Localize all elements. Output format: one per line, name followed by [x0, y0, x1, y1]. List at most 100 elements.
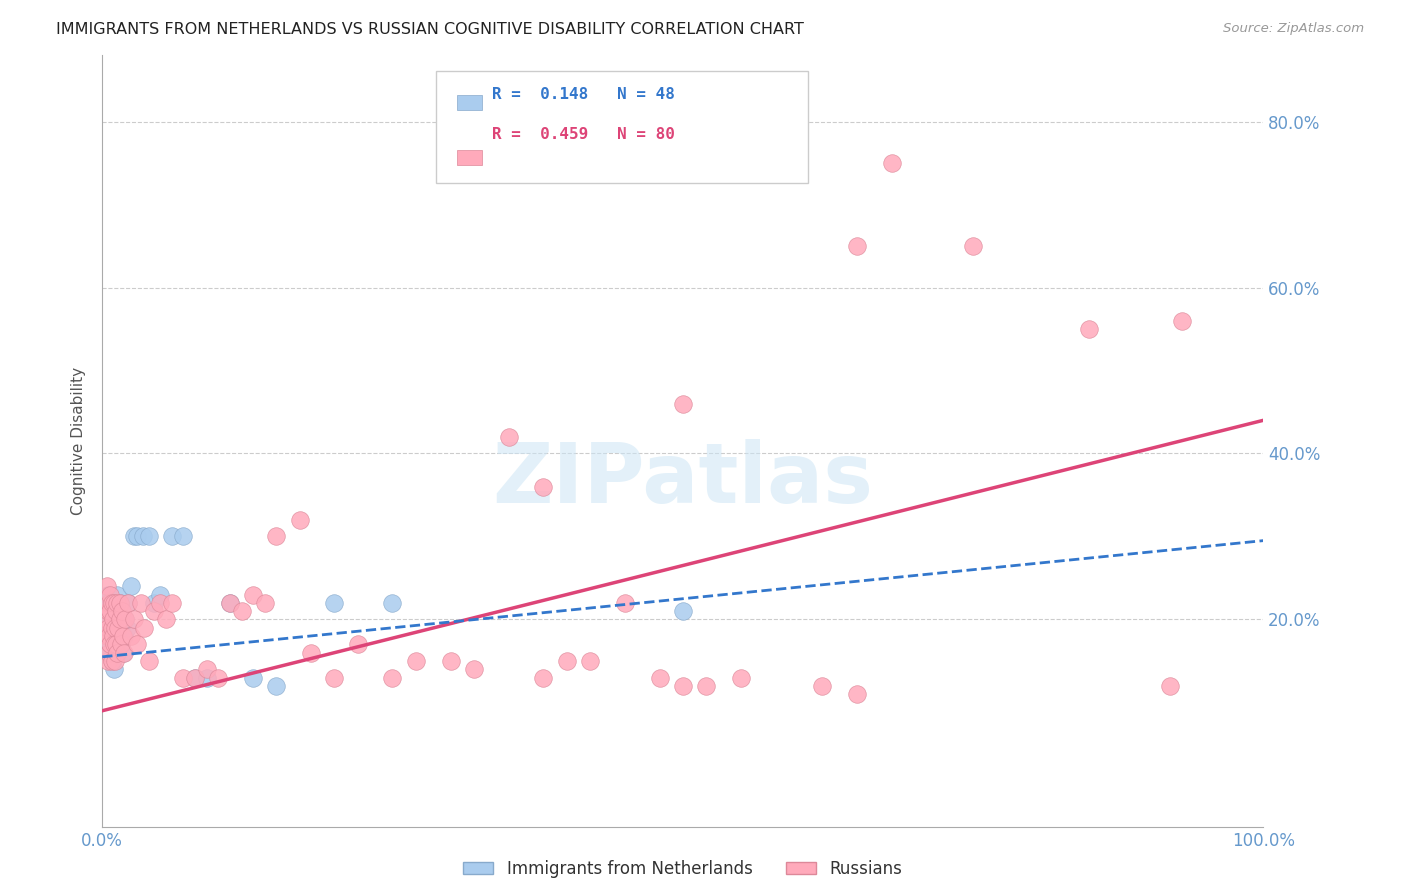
Point [97, 621, 120, 635]
Point [149, 596, 172, 610]
Point [98, 637, 121, 651]
Point [108, 612, 131, 626]
Point [207, 671, 229, 685]
Point [112, 629, 135, 643]
Point [184, 671, 207, 685]
Point [105, 588, 128, 602]
Point [648, 671, 671, 685]
Point [96, 629, 118, 643]
Point [105, 596, 128, 610]
Point [100, 596, 122, 610]
Point [405, 654, 427, 668]
Point [98, 588, 121, 602]
Point [98, 604, 121, 618]
Text: R =  0.148   N = 48: R = 0.148 N = 48 [492, 87, 675, 102]
Point [100, 596, 122, 610]
Point [132, 529, 155, 543]
Point [533, 671, 555, 685]
Point [100, 654, 122, 668]
Point [288, 513, 311, 527]
Point [114, 612, 136, 626]
Point [173, 529, 195, 543]
Point [101, 612, 124, 626]
Point [672, 397, 695, 411]
Point [120, 629, 142, 643]
Point [105, 604, 128, 618]
Text: Source: ZipAtlas.com: Source: ZipAtlas.com [1223, 22, 1364, 36]
Point [138, 654, 160, 668]
Point [695, 679, 717, 693]
Point [94, 612, 117, 626]
Point [108, 612, 131, 626]
Point [195, 671, 218, 685]
Text: R =  0.459   N = 80: R = 0.459 N = 80 [492, 127, 675, 142]
Point [143, 604, 166, 618]
Point [173, 671, 195, 685]
Point [98, 646, 121, 660]
Point [242, 588, 264, 602]
Point [299, 646, 322, 660]
Point [184, 671, 207, 685]
Point [112, 646, 135, 660]
Point [100, 621, 122, 635]
Point [105, 621, 128, 635]
Point [346, 637, 368, 651]
Point [160, 596, 183, 610]
Point [108, 596, 131, 610]
Point [105, 604, 128, 618]
Point [97, 629, 120, 643]
Point [103, 662, 125, 676]
Point [323, 596, 346, 610]
Point [122, 612, 145, 626]
Point [125, 529, 148, 543]
Point [1171, 314, 1194, 328]
Point [381, 671, 404, 685]
Point [242, 671, 264, 685]
Point [195, 662, 218, 676]
Point [730, 671, 752, 685]
Point [138, 529, 160, 543]
Point [672, 604, 695, 618]
Point [117, 596, 139, 610]
Point [219, 596, 242, 610]
Point [110, 637, 132, 651]
Point [219, 596, 242, 610]
Point [112, 646, 135, 660]
Point [672, 679, 695, 693]
Text: ZIPatlas: ZIPatlas [492, 439, 873, 520]
Point [101, 612, 124, 626]
Point [498, 430, 520, 444]
Point [105, 646, 128, 660]
Point [97, 604, 120, 618]
Point [110, 637, 132, 651]
Point [160, 529, 183, 543]
Point [105, 637, 128, 651]
Point [111, 604, 134, 618]
Point [1078, 322, 1101, 336]
Point [253, 596, 276, 610]
Point [103, 596, 125, 610]
Point [98, 646, 121, 660]
Point [107, 629, 129, 643]
Point [110, 621, 132, 635]
Point [266, 529, 288, 543]
Point [94, 612, 117, 626]
Point [100, 654, 122, 668]
Point [101, 629, 124, 643]
Point [149, 588, 172, 602]
Point [231, 604, 253, 618]
Point [98, 637, 121, 651]
Point [98, 596, 121, 610]
Point [104, 621, 127, 635]
Point [555, 654, 578, 668]
Point [266, 679, 288, 693]
Point [143, 596, 166, 610]
Point [103, 621, 125, 635]
Y-axis label: Cognitive Disability: Cognitive Disability [72, 367, 86, 515]
Point [96, 596, 118, 610]
Point [132, 621, 155, 635]
Point [107, 621, 129, 635]
Text: IMMIGRANTS FROM NETHERLANDS VS RUSSIAN COGNITIVE DISABILITY CORRELATION CHART: IMMIGRANTS FROM NETHERLANDS VS RUSSIAN C… [56, 22, 804, 37]
Point [125, 637, 148, 651]
Point [115, 621, 138, 635]
